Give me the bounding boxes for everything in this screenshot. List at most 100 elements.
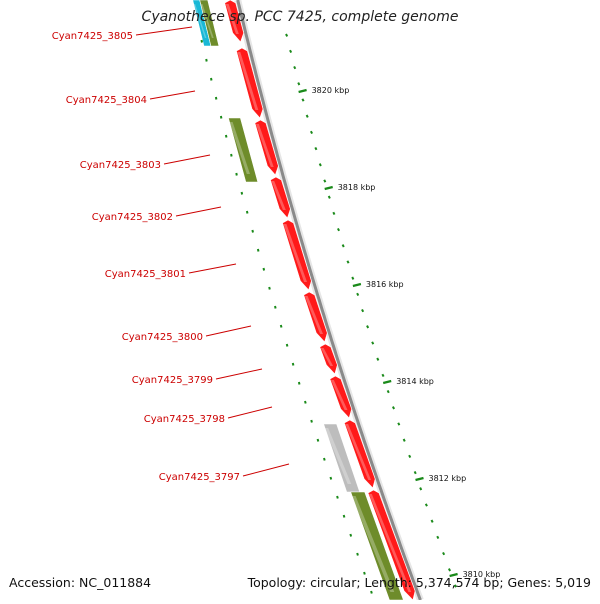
major-tick <box>415 476 424 482</box>
minor-tick <box>285 33 289 37</box>
scale-tick-label: 3816 kbp <box>366 280 404 289</box>
inner-dot <box>363 571 366 575</box>
inner-dot <box>356 552 359 556</box>
minor-tick <box>413 470 417 475</box>
gene-label: Cyan7425_3805 <box>52 31 133 42</box>
inner-dot <box>297 381 301 385</box>
gene-forward-5 <box>282 219 312 291</box>
gene-forward-6-highlight <box>304 296 323 334</box>
gene-leader-line <box>175 206 222 217</box>
length-label: Length: <box>364 575 412 590</box>
scale-tick-label: 3820 kbp <box>312 86 350 95</box>
gene-forward-7 <box>319 343 338 375</box>
minor-tick <box>402 438 406 442</box>
gene-olive-1 <box>228 117 259 183</box>
inner-dot <box>219 115 223 119</box>
inner-dot <box>230 153 233 157</box>
minor-tick <box>293 65 297 70</box>
gene-forward-8 <box>329 375 353 419</box>
gene-leader-line <box>242 463 290 477</box>
scale-tick-label: 3812 kbp <box>429 474 467 483</box>
minor-tick <box>381 373 385 378</box>
inner-dot <box>240 191 244 195</box>
inner-dot <box>210 77 213 81</box>
major-tick <box>324 185 333 191</box>
gene-forward-4 <box>270 176 291 219</box>
gene-label: Cyan7425_3800 <box>122 332 203 343</box>
gene-leader-line <box>149 90 196 100</box>
minor-tick <box>448 568 451 572</box>
minor-tick <box>327 195 331 199</box>
gene-olive-top-highlight <box>200 4 214 38</box>
gene-forward-3 <box>254 119 279 176</box>
minor-tick <box>424 503 428 507</box>
minor-tick <box>371 341 375 345</box>
scale-tick-label: 3818 kbp <box>338 183 376 192</box>
inner-dot <box>336 495 339 499</box>
map-title: Cyanothece sp. PCC 7425, complete genome <box>141 9 459 25</box>
gene-cyan-1-highlight <box>193 4 207 38</box>
minor-tick <box>297 82 301 86</box>
inner-dot <box>291 362 295 366</box>
minor-tick <box>318 163 322 167</box>
backbone-line <box>236 0 422 601</box>
minor-tick <box>430 519 434 523</box>
major-tick <box>352 282 362 288</box>
gene-forward-4-highlight <box>271 181 286 210</box>
gene-pseudo-1-highlight <box>324 428 352 484</box>
minor-tick <box>419 487 423 491</box>
inner-dot <box>262 267 266 271</box>
inner-dot <box>304 400 307 404</box>
minor-tick <box>436 535 440 540</box>
inner-dot <box>205 58 208 62</box>
inner-dot <box>279 324 283 328</box>
minor-tick <box>346 260 350 264</box>
minor-tick <box>356 292 360 297</box>
minor-tick <box>386 389 390 394</box>
gene-forward-10 <box>367 489 416 601</box>
inner-dot <box>349 533 353 537</box>
gene-forward-1 <box>224 0 245 43</box>
minor-tick <box>376 357 380 361</box>
minor-tick <box>341 244 345 248</box>
gene-leader-line <box>227 406 273 419</box>
minor-tick <box>351 276 355 280</box>
minor-tick <box>289 49 293 54</box>
minor-tick <box>392 406 395 410</box>
minor-tick <box>332 211 336 216</box>
minor-tick <box>453 584 457 588</box>
minor-tick <box>366 325 370 329</box>
length-value: 5,374,574 bp <box>415 575 500 590</box>
genes-label: Genes: <box>507 575 552 590</box>
gene-leader-line <box>188 263 237 274</box>
minor-tick <box>310 130 313 135</box>
gene-forward-10-highlight <box>369 494 412 592</box>
gene-forward-1-highlight <box>225 4 239 34</box>
inner-dot <box>323 457 326 461</box>
gene-label: Cyan7425_3801 <box>105 269 186 280</box>
genes-value: 5,019 <box>555 575 591 590</box>
gene-label: Cyan7425_3803 <box>80 160 161 171</box>
inner-dot <box>214 96 218 100</box>
gene-forward-5-highlight <box>283 224 307 282</box>
gene-leader-line <box>163 154 211 165</box>
accession-label: Accession: <box>9 575 76 590</box>
gene-olive-1-highlight <box>229 122 250 174</box>
inner-dot <box>342 514 346 518</box>
minor-tick <box>408 454 412 459</box>
inner-dot <box>285 343 289 347</box>
topology-value: circular <box>310 575 357 590</box>
minor-tick <box>442 551 446 556</box>
minor-tick <box>301 98 305 102</box>
inner-dot <box>329 476 333 480</box>
gene-forward-6 <box>303 291 328 343</box>
gene-label: Cyan7425_3798 <box>144 414 225 425</box>
inner-dot <box>316 438 320 442</box>
gene-forward-3-highlight <box>255 124 274 167</box>
major-tick <box>449 572 458 578</box>
inner-dot <box>224 134 228 138</box>
minor-tick <box>337 227 340 232</box>
inner-dot <box>235 172 238 176</box>
